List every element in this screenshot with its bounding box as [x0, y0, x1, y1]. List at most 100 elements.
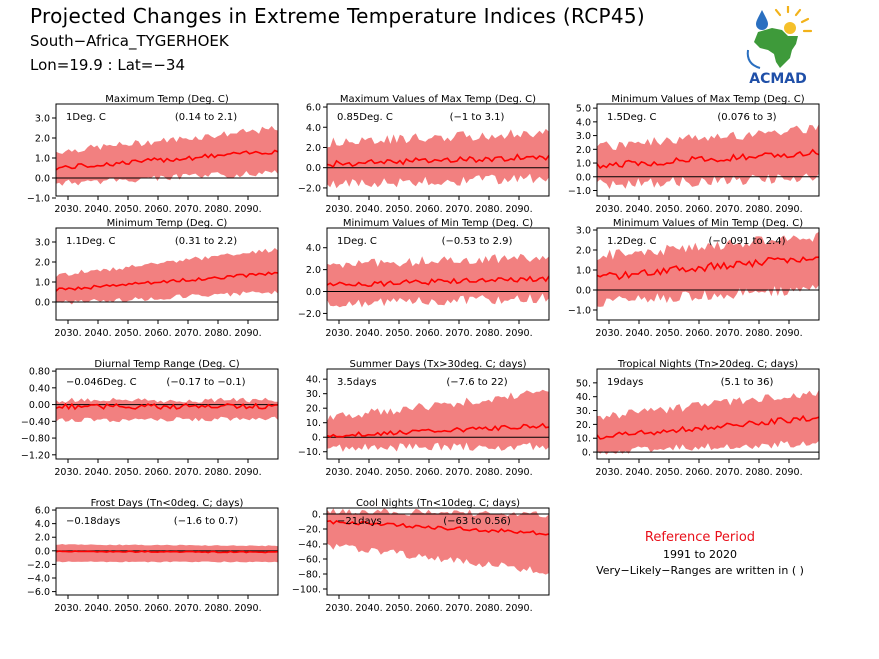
mean-change-label: 1.2Deg. C — [607, 236, 656, 247]
x-tick-label: 2030. — [54, 603, 81, 614]
likely-range-band — [327, 253, 549, 308]
y-tick-label: −60. — [298, 555, 321, 566]
x-tick-label: 2070. — [174, 204, 201, 215]
x-tick-label: 2080. — [475, 603, 502, 614]
y-tick-label: 4.0 — [306, 123, 321, 134]
x-tick-label: 2060. — [144, 328, 171, 339]
mean-change-label: −0.18days — [66, 516, 120, 527]
x-tick-label: 2070. — [445, 603, 472, 614]
x-tick-label: 2080. — [204, 467, 231, 478]
x-tick-label: 2060. — [415, 603, 442, 614]
likely-range-band — [327, 128, 549, 189]
plot-frame — [326, 507, 550, 596]
y-tick-label: 40. — [576, 392, 591, 403]
x-tick-label: 2080. — [204, 328, 231, 339]
y-tick-label: 3.0 — [35, 114, 50, 125]
y-tick-label: 3.0 — [576, 131, 591, 142]
range-label: (0.076 to 3) — [717, 112, 776, 123]
y-tick-label: −4.0 — [27, 574, 50, 585]
x-tick-label: 2030. — [595, 204, 622, 215]
x-tick-label: 2040. — [625, 204, 652, 215]
plot-frame — [55, 507, 279, 596]
chart-title: Frost Days (Tn<0deg. C; days) — [91, 498, 244, 509]
x-tick-label: 2040. — [84, 328, 111, 339]
x-tick-label: 2030. — [595, 467, 622, 478]
mean-change-label: 1.5Deg. C — [607, 112, 656, 123]
x-tick-label: 2090. — [505, 328, 532, 339]
y-tick-label: −1.0 — [27, 194, 50, 205]
chart-title: Minimum Temp (Deg. C) — [107, 218, 228, 229]
y-tick-label: 1.0 — [576, 159, 591, 170]
y-tick-label: 10. — [576, 434, 591, 445]
location-label: South−Africa_TYGERHOEK — [30, 32, 229, 50]
y-tick-label: −0.80 — [21, 434, 50, 445]
page-title: Projected Changes in Extreme Temperature… — [30, 4, 646, 28]
median-line — [56, 271, 278, 292]
x-tick-label: 2030. — [325, 328, 352, 339]
y-tick-label: 2.0 — [576, 145, 591, 156]
y-tick-label: 4.0 — [306, 243, 321, 254]
coordinates-label: Lon=19.9 : Lat=−34 — [30, 56, 185, 74]
x-tick-label: 2090. — [505, 204, 532, 215]
x-tick-label: 2090. — [505, 603, 532, 614]
y-tick-label: −80. — [298, 570, 321, 581]
y-tick-label: 1.0 — [35, 278, 50, 289]
x-tick-label: 2050. — [655, 328, 682, 339]
chart-panel-4: 3.0 2.0 1.0 0.0 2030. 2040. 2050. 2060. 2070. 208… — [35, 218, 279, 339]
median-line — [597, 148, 819, 170]
plot-frame — [596, 103, 820, 197]
x-tick-label: 2060. — [144, 204, 171, 215]
x-tick-label: 2040. — [355, 603, 382, 614]
likely-range-band — [597, 231, 819, 307]
x-tick-label: 2080. — [204, 204, 231, 215]
x-tick-label: 2080. — [745, 467, 772, 478]
reference-box: Reference Period 1991 to 2020 Very−Likel… — [560, 530, 840, 577]
x-tick-label: 2070. — [445, 204, 472, 215]
reference-note: Very−Likely−Ranges are written in ( ) — [596, 564, 804, 577]
chart-title: Tropical Nights (Tn>20deg. C; days) — [617, 359, 798, 370]
x-tick-label: 2070. — [445, 467, 472, 478]
chart-title: Minimum Values of Max Temp (Deg. C) — [611, 94, 804, 105]
x-tick-label: 2060. — [685, 328, 712, 339]
x-tick-label: 2050. — [385, 328, 412, 339]
y-tick-label: 0. — [312, 433, 321, 444]
x-tick-label: 2030. — [595, 328, 622, 339]
chart-title: Maximum Temp (Deg. C) — [105, 94, 229, 105]
median-line — [56, 550, 278, 554]
range-label: (−63 to 0.56) — [443, 516, 511, 527]
x-tick-label: 2060. — [415, 204, 442, 215]
median-line — [327, 153, 549, 168]
y-tick-label: −10. — [298, 447, 321, 458]
x-tick-label: 2070. — [174, 467, 201, 478]
x-tick-label: 2060. — [685, 204, 712, 215]
plot-frame — [55, 368, 279, 460]
mean-change-label: 0.85Deg. C — [337, 112, 393, 123]
y-tick-label: 1.0 — [35, 154, 50, 165]
median-line — [327, 422, 549, 438]
mean-change-label: 1.1Deg. C — [66, 236, 115, 247]
mean-change-label: 1Deg. C — [337, 236, 377, 247]
y-tick-label: 2.0 — [35, 533, 50, 544]
x-tick-label: 2050. — [385, 204, 412, 215]
x-tick-label: 2080. — [745, 204, 772, 215]
y-tick-label: 30. — [576, 406, 591, 417]
chart-panel-2: 6.0 4.0 2.0 0.0 −2.0 2030. 2040. 2050. 2060. 2070… — [298, 94, 550, 215]
y-tick-label: −2.0 — [27, 560, 50, 571]
x-tick-label: 2060. — [415, 328, 442, 339]
y-tick-label: −40. — [298, 540, 321, 551]
x-tick-label: 2050. — [114, 204, 141, 215]
x-tick-label: 2040. — [355, 328, 382, 339]
median-line — [597, 256, 819, 281]
x-tick-label: 2030. — [54, 204, 81, 215]
y-tick-label: −1.0 — [568, 186, 591, 197]
chart-panel-8: 40.30.20.10.0.−10.2030. 2040. 2050. 2060. 20… — [298, 359, 550, 478]
y-tick-label: −1.20 — [21, 450, 50, 461]
x-tick-label: 2080. — [475, 328, 502, 339]
plot-frame — [55, 103, 279, 197]
y-tick-label: 4.0 — [35, 519, 50, 530]
range-label: (0.31 to 2.2) — [175, 236, 237, 247]
reference-title: Reference Period — [644, 530, 756, 545]
y-tick-label: −2.0 — [298, 309, 321, 320]
